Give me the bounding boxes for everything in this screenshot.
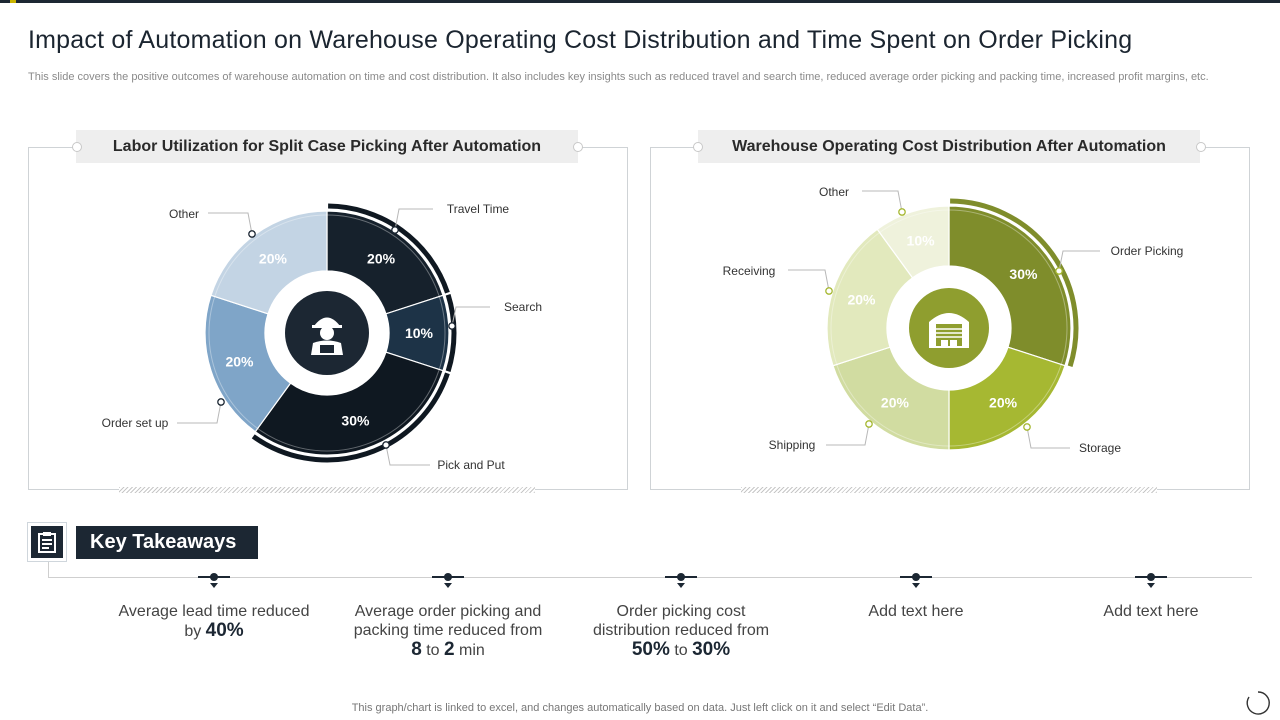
category-label: Order set up	[102, 416, 169, 430]
category-label: Travel Time	[447, 202, 510, 216]
category-label: Storage	[1079, 441, 1121, 455]
takeaway-marker-icon	[1135, 573, 1167, 588]
slice-value-label: 20%	[847, 292, 876, 308]
slice-value-label: 10%	[405, 325, 434, 341]
slice-value-label: 20%	[367, 251, 396, 267]
leader-dot	[382, 441, 390, 449]
key-takeaways-title: Key Takeaways	[76, 526, 258, 559]
slice-value-label: 20%	[989, 394, 1018, 410]
takeaway-text-part: Order picking cost distribution reduced …	[592, 603, 770, 639]
page-subtitle: This slide covers the positive outcomes …	[28, 71, 1209, 83]
takeaway-text-part: min	[454, 642, 485, 659]
takeaway-item: Average lead time reduced by 40%	[114, 572, 314, 641]
takeaway-highlight: 30%	[692, 639, 731, 660]
title-connector-dot	[1196, 142, 1206, 152]
leader-line	[1026, 426, 1070, 449]
refresh-icon	[1246, 691, 1270, 715]
clipboard-icon	[38, 532, 56, 553]
leader-dot	[1023, 423, 1031, 431]
category-label: Receiving	[723, 264, 776, 278]
takeaway-text: Order picking cost distribution reduced …	[581, 602, 781, 660]
leader-line	[394, 208, 433, 231]
category-label: Other	[169, 207, 199, 221]
takeaway-text-part: Add text here	[1103, 603, 1199, 620]
category-label: Search	[504, 300, 542, 314]
takeaway-item: Average order picking and packing time r…	[348, 572, 548, 660]
leader-dot	[248, 230, 256, 238]
leader-dot	[825, 287, 833, 295]
labor-chart-title: Labor Utilization for Split Case Picking…	[76, 130, 578, 163]
takeaway-text: Average lead time reduced by 40%	[114, 602, 314, 641]
title-connector-dot	[573, 142, 583, 152]
takeaway-marker-icon	[665, 573, 697, 588]
takeaway-highlight: 50%	[631, 639, 670, 660]
takeaways-divider	[48, 577, 1252, 578]
takeaway-text: Add text here	[1051, 602, 1251, 621]
takeaway-highlight: 40%	[205, 620, 244, 641]
leader-line	[788, 269, 830, 292]
category-label: Other	[819, 185, 849, 199]
leader-dot	[898, 208, 906, 216]
worker-icon	[311, 317, 343, 355]
category-label: Shipping	[769, 438, 816, 452]
slice-value-label: 30%	[341, 412, 370, 428]
key-takeaways-icon-box	[27, 522, 67, 562]
takeaway-marker-icon	[900, 573, 932, 588]
slice-accent-arc	[251, 372, 450, 463]
leader-line	[451, 306, 490, 327]
panel-hatch	[741, 487, 1157, 493]
category-label: Order Picking	[1111, 244, 1184, 258]
takeaway-highlight: 8	[411, 639, 422, 660]
slice-accent-arc	[445, 294, 457, 372]
takeaway-text-part: Add text here	[868, 603, 964, 620]
warehouse-icon	[929, 313, 969, 348]
leader-dot	[865, 420, 873, 428]
leader-dot	[391, 226, 399, 234]
takeaway-text: Add text here	[816, 602, 1016, 621]
takeaway-item: Order picking cost distribution reduced …	[581, 572, 781, 660]
inner-guide-ring	[830, 209, 1068, 447]
leader-line	[826, 423, 870, 446]
takeaway-text-part: to	[421, 642, 444, 659]
cost-chart-title: Warehouse Operating Cost Distribution Af…	[698, 130, 1200, 163]
leader-line	[862, 190, 903, 213]
footer-note: This graph/chart is linked to excel, and…	[351, 702, 929, 714]
leader-line	[208, 212, 253, 235]
category-label: Pick and Put	[437, 458, 505, 472]
panel-hatch	[119, 487, 535, 493]
title-connector-dot	[72, 142, 82, 152]
slice-value-label: 30%	[1009, 266, 1038, 282]
slice-accent-arc	[950, 198, 1079, 367]
top-accent-mark	[10, 0, 16, 3]
slice-value-label: 10%	[907, 233, 936, 249]
page-title: Impact of Automation on Warehouse Operat…	[28, 26, 1133, 54]
slice-accent-arc	[328, 203, 450, 294]
slice-value-label: 20%	[259, 251, 288, 267]
takeaway-item: Add text here	[1051, 572, 1251, 621]
leader-line	[1058, 250, 1100, 272]
takeaway-item: Add text here	[816, 572, 1016, 621]
leader-line	[385, 444, 430, 466]
inner-guide-ring	[208, 214, 446, 452]
takeaway-marker-icon	[198, 573, 230, 588]
takeaway-text: Average order picking and packing time r…	[348, 602, 548, 660]
takeaway-marker-icon	[432, 573, 464, 588]
takeaway-text-part: to	[669, 642, 693, 659]
donut-chart-0: 20% 10% 30% 20% 20% Travel Time Search Pick and…	[102, 202, 542, 472]
takeaway-text-part: Average lead time reduced by	[118, 603, 310, 640]
top-border-line	[0, 0, 1280, 3]
takeaways-connector-vline	[48, 562, 49, 577]
leader-dot	[1055, 267, 1063, 275]
slice-value-label: 20%	[225, 353, 254, 369]
donut-chart-1: 30% 20% 20% 20% 10% Order Picking Storage Shipp…	[723, 185, 1184, 455]
leader-dot	[217, 398, 225, 406]
title-connector-dot	[693, 142, 703, 152]
takeaway-text-part: Average order picking and packing time r…	[353, 603, 543, 639]
leader-line	[177, 401, 222, 424]
leader-dot	[448, 322, 456, 330]
takeaway-highlight: 2	[444, 639, 455, 660]
slice-value-label: 20%	[881, 394, 910, 410]
